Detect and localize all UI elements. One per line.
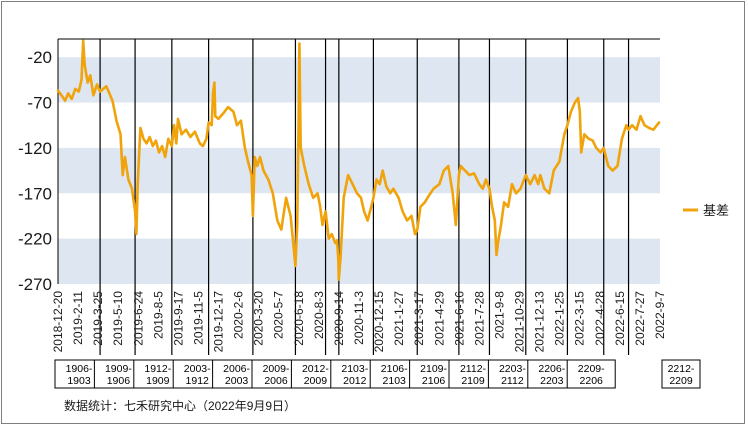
y-tick-label: -20 [27, 48, 52, 67]
x-tick-label: 2021-12-13 [533, 291, 547, 353]
y-axis: -20 -70 -120 -170 -220 -270 [18, 39, 59, 294]
x-tick-label: 2021-4-29 [432, 291, 446, 346]
contract-box-label: 2106 [422, 375, 446, 387]
contract-box-label: 2109 [461, 375, 485, 387]
contract-box-label: 2006 [264, 375, 288, 387]
x-tick-label: 2022-6-15 [613, 291, 627, 346]
x-tick-label: 2022-3-15 [573, 291, 587, 346]
x-tick-label: 2019-12-17 [212, 291, 226, 353]
x-tick-label: 2021-6-16 [452, 291, 466, 346]
x-tick-label: 2020-5-7 [272, 291, 286, 339]
y-tick-label: -170 [18, 184, 52, 203]
plot-band-0 [58, 57, 660, 103]
contract-box-label: 2109- [420, 363, 447, 375]
contract-box-label: 1909 [146, 375, 170, 387]
contract-box-label: 2206 [580, 375, 604, 387]
x-tick-label: 2022-9-7 [653, 291, 667, 339]
contract-box-label: 2009 [304, 375, 328, 387]
contract-box-label: 2112- [460, 363, 487, 375]
x-tick-label: 2020-2-6 [232, 291, 246, 339]
contract-box: 2212-2209 [661, 359, 701, 389]
contract-box-label: 2012- [302, 363, 329, 375]
contract-box-label: 2006- [223, 363, 250, 375]
contract-box-label: 1912 [186, 375, 210, 387]
x-tick-label: 2020-12-15 [372, 291, 386, 353]
x-tick-label: 2019-11-5 [191, 291, 205, 345]
contract-box-label: 2203- [499, 363, 526, 375]
contract-box-label: 2203 [540, 375, 564, 387]
legend-label: 基差 [703, 203, 729, 218]
x-tick-label: 2022-4-28 [593, 291, 607, 346]
contract-box-label: 2009- [263, 363, 290, 375]
x-tick-label: 2019-5-10 [111, 291, 125, 346]
x-tick-label: 2019-6-24 [131, 291, 145, 346]
x-tick-label: 2019-8-5 [151, 291, 165, 339]
contract-box-frame [661, 359, 701, 389]
contract-box-label: 2103- [341, 363, 368, 375]
x-tick-label: 2019-2-11 [71, 291, 85, 345]
x-tick-label: 2021-1-27 [392, 291, 406, 346]
contract-box-label: 2206- [538, 363, 565, 375]
x-tick-label: 2019-9-17 [171, 291, 185, 346]
x-tick-label: 2019-3-25 [91, 291, 105, 346]
contract-box-label: 2003- [184, 363, 211, 375]
series-line-basis [56, 39, 661, 281]
y-tick-label: -220 [18, 230, 52, 249]
y-tick-label: -70 [27, 94, 52, 113]
x-tick-label: 2020-9-14 [332, 291, 346, 346]
contract-box-label: 2106- [381, 363, 408, 375]
legend: 基差 [683, 203, 729, 218]
contract-box-label: 2003 [225, 375, 249, 387]
contract-box-label: 2209 [669, 375, 693, 387]
contract-box-label: 1906- [66, 363, 93, 375]
x-tick-label: 2022-1-25 [553, 291, 567, 346]
contract-box-label: 1906 [107, 375, 131, 387]
x-tick-label: 2020-3-20 [252, 291, 266, 346]
x-axis: 2018-12-20 2019-2-11 2019-3-25 2019-5-10 201… [51, 291, 667, 353]
plot-band-1 [58, 147, 660, 194]
contract-box-label: 2012 [343, 375, 367, 387]
y-tick-label: -120 [18, 139, 52, 158]
contract-box-label: 2103 [383, 375, 407, 387]
contract-box: 2209-2206 [566, 359, 616, 389]
x-tick-label: 2021-3-17 [412, 291, 426, 346]
x-tick-label: 2022-7-27 [633, 291, 647, 346]
y-tick-label: -270 [18, 275, 52, 294]
x-tick-label: 2020-6-18 [292, 291, 306, 346]
contract-box-label: 2112 [501, 375, 524, 387]
contract-boxes: 1906-1903 1909-1906 1912-1909 2003-1912 2006… [54, 359, 701, 389]
x-tick-label: 2020-8-3 [312, 291, 326, 339]
plot-bands [58, 57, 660, 284]
contract-box-label: 1909- [105, 363, 132, 375]
plot-band-2 [58, 238, 660, 284]
contract-box-label: 1903 [67, 375, 91, 387]
contract-box-frame [566, 359, 616, 389]
x-tick-label: 2018-12-20 [51, 291, 65, 353]
contract-box-label: 2209- [578, 363, 605, 375]
x-tick-label: 2021-7-28 [472, 291, 486, 346]
contract-box-label: 2212- [668, 363, 695, 375]
x-tick-label: 2020-11-3 [352, 291, 366, 345]
source-note: 数据统计：七禾研究中心（2022年9月9日） [64, 398, 296, 413]
contract-box-label: 1912- [144, 363, 171, 375]
x-tick-label: 2021-10-29 [513, 291, 527, 353]
x-tick-label: 2021-9-8 [492, 291, 506, 339]
